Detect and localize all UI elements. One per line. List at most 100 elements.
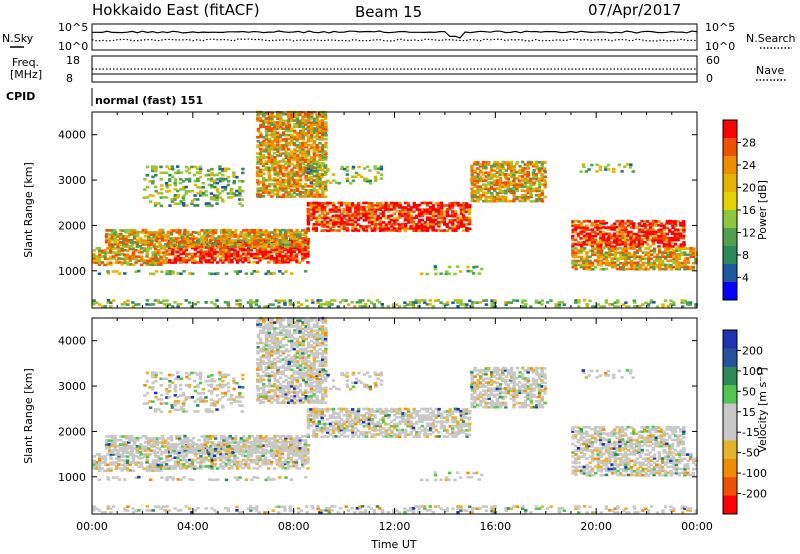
- power-echo-cell: [618, 228, 623, 232]
- power-echo-cell: [278, 248, 282, 252]
- power-echo-cell: [590, 224, 594, 227]
- power-echo-cell: [392, 227, 396, 230]
- power-echo-cell: [470, 191, 474, 195]
- power-echo-cell: [281, 164, 286, 168]
- power-echo-cell: [256, 245, 260, 248]
- power-echo-cell: [303, 233, 308, 236]
- power-echo-cell: [312, 166, 316, 169]
- power-echo-cell: [384, 201, 388, 205]
- power-echo-cell: [303, 241, 308, 244]
- power-echo-cell: [647, 263, 651, 266]
- power-echo-cell: [269, 258, 273, 262]
- power-echo-cell: [669, 264, 673, 267]
- velocity-echo-cell: [292, 460, 296, 464]
- power-echo-cell: [638, 263, 643, 267]
- power-echo-cell: [320, 220, 325, 224]
- velocity-echo-cell: [196, 461, 200, 464]
- power-echo-cell: [197, 232, 201, 236]
- velocity-echo-cell: [118, 447, 123, 450]
- power-echo-cell: [606, 163, 611, 167]
- power-echo-cell: [149, 233, 153, 236]
- power-echo-cell: [312, 201, 316, 205]
- power-echo-cell: [273, 134, 277, 137]
- power-echo-cell: [501, 191, 505, 195]
- power-echo-cell: [364, 212, 369, 216]
- power-echo-cell: [321, 169, 325, 172]
- power-echo-cell: [604, 232, 609, 236]
- velocity-echo-cell: [151, 469, 155, 473]
- power-echo-cell: [255, 252, 260, 256]
- power-echo-cell: [304, 156, 308, 159]
- power-echo-cell: [230, 260, 234, 264]
- power-echo-cell: [210, 257, 215, 260]
- power-echo-cell: [540, 198, 544, 201]
- power-echo-cell: [534, 301, 539, 304]
- power-echo-cell: [207, 183, 212, 187]
- velocity-echo-cell: [108, 455, 113, 458]
- power-echo-cell: [332, 179, 336, 182]
- power-echo-cell: [356, 223, 360, 226]
- velocity-echo-cell: [124, 442, 128, 446]
- velocity-echo-cell: [149, 449, 153, 452]
- power-echo-cell: [307, 166, 311, 169]
- velocity-echo-cell: [161, 443, 165, 446]
- power-echo-cell: [249, 248, 253, 252]
- power-echo-cell: [270, 133, 274, 136]
- power-echo-cell: [534, 175, 539, 178]
- power-echo-cell: [334, 210, 338, 213]
- power-echo-cell: [321, 152, 325, 155]
- power-echo-cell: [117, 247, 121, 250]
- power-echo-cell: [182, 270, 186, 273]
- power-echo-cell: [615, 236, 619, 240]
- power-echo-cell: [169, 239, 173, 242]
- power-echo-cell: [641, 257, 645, 260]
- power-echo-cell: [246, 252, 251, 256]
- power-echo-cell: [250, 231, 255, 234]
- power-echo-cell: [619, 266, 623, 269]
- power-echo-cell: [180, 241, 185, 244]
- power-echo-cell: [307, 131, 311, 135]
- velocity-echo-cell: [168, 458, 172, 462]
- power-echo-cell: [284, 235, 288, 238]
- velocity-echo-cell: [144, 445, 148, 448]
- power-echo-cell: [538, 193, 542, 197]
- power-echo-cell: [635, 249, 640, 252]
- power-echo-cell: [273, 156, 277, 159]
- power-echo-cell: [577, 251, 581, 254]
- power-echo-cell: [190, 255, 195, 258]
- power-echo-cell: [210, 258, 214, 262]
- power-echo-cell: [275, 160, 280, 164]
- power-echo-cell: [526, 187, 530, 191]
- velocity-echo-cell: [165, 476, 169, 479]
- velocity-echo-cell: [95, 465, 99, 468]
- power-echo-cell: [590, 244, 595, 248]
- power-echo-cell: [588, 263, 592, 267]
- velocity-echo-cell: [207, 459, 212, 462]
- power-echo-cell: [204, 173, 208, 177]
- power-echo-cell: [290, 193, 294, 196]
- power-echo-cell: [658, 261, 662, 265]
- power-echo-cell: [159, 196, 163, 199]
- power-echo-cell: [657, 238, 661, 242]
- power-echo-cell: [210, 252, 215, 256]
- power-echo-cell: [279, 170, 283, 174]
- power-echo-cell: [151, 261, 155, 264]
- velocity-echo-cell: [235, 460, 240, 464]
- power-echo-cell: [281, 195, 285, 199]
- power-echo-cell: [615, 238, 619, 242]
- power-echo-cell: [579, 265, 584, 269]
- power-echo-cell: [678, 234, 683, 238]
- power-echo-cell: [334, 208, 339, 211]
- power-echo-cell: [482, 183, 486, 186]
- power-echo-cell: [262, 125, 266, 128]
- velocity-echo-cell: [176, 452, 181, 456]
- power-echo-cell: [310, 133, 314, 137]
- power-echo-cell: [170, 165, 174, 168]
- power-echo-cell: [364, 218, 369, 222]
- power-echo-cell: [139, 257, 144, 260]
- power-echo-cell: [126, 255, 130, 258]
- power-echo-cell: [116, 235, 120, 238]
- power-echo-cell: [227, 250, 231, 254]
- power-echo-cell: [523, 171, 528, 174]
- power-echo-cell: [226, 301, 230, 304]
